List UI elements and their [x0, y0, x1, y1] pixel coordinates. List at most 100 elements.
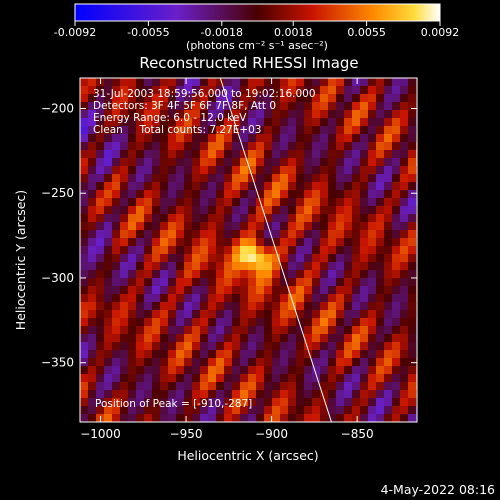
heatmap-cell	[328, 286, 337, 295]
heatmap-cell	[328, 246, 337, 255]
heatmap-cell	[128, 414, 137, 422]
heatmap-cell	[288, 270, 297, 279]
heatmap-cell	[104, 198, 113, 207]
heatmap-cell	[368, 134, 377, 143]
heatmap-cell	[152, 310, 161, 319]
heatmap-cell	[88, 182, 97, 191]
heatmap-cell	[248, 126, 257, 135]
heatmap-cell	[184, 350, 193, 359]
heatmap-cell	[256, 158, 265, 167]
heatmap-cell	[344, 206, 353, 215]
heatmap-cell	[328, 102, 337, 111]
heatmap-cell	[104, 262, 113, 271]
heatmap-cell	[344, 190, 353, 199]
heatmap-cell	[280, 294, 289, 303]
heatmap-cell	[256, 398, 265, 407]
heatmap-cell	[296, 310, 305, 319]
heatmap-cell	[80, 326, 89, 335]
heatmap-cell	[96, 390, 105, 399]
heatmap-cell	[256, 342, 265, 351]
heatmap-cell	[176, 166, 185, 175]
heatmap-cell	[344, 94, 353, 103]
heatmap-cell	[384, 406, 393, 415]
heatmap-cell	[152, 350, 161, 359]
heatmap-cell	[368, 366, 377, 375]
heatmap-cell	[80, 94, 89, 103]
heatmap-cell	[376, 398, 385, 407]
heatmap-cell	[128, 142, 137, 151]
heatmap-cell	[240, 294, 249, 303]
heatmap-cell	[184, 118, 193, 127]
heatmap-cell	[120, 134, 129, 143]
heatmap-cell	[80, 350, 89, 359]
heatmap-cell	[88, 326, 97, 335]
heatmap-cell	[216, 334, 225, 343]
heatmap-cell	[240, 190, 249, 199]
heatmap-cell	[128, 302, 137, 311]
heatmap-cell	[152, 158, 161, 167]
heatmap-cell	[144, 134, 153, 143]
heatmap-cell	[240, 150, 249, 159]
heatmap-cell	[336, 318, 345, 327]
heatmap-cell	[152, 222, 161, 231]
heatmap-cell	[120, 94, 129, 103]
heatmap-cell	[288, 166, 297, 175]
chart-title: Reconstructed RHESSI Image	[139, 54, 358, 72]
heatmap-cell	[328, 78, 337, 87]
heatmap-cell	[304, 342, 313, 351]
heatmap-cell	[152, 206, 161, 215]
heatmap-cell	[296, 270, 305, 279]
heatmap-cell	[168, 366, 177, 375]
heatmap-cell	[320, 222, 329, 231]
heatmap-cell	[392, 270, 401, 279]
heatmap-cell	[320, 350, 329, 359]
heatmap-cell	[144, 294, 153, 303]
heatmap-cell	[104, 182, 113, 191]
heatmap-cell	[264, 86, 273, 95]
heatmap-cell	[120, 150, 129, 159]
heatmap-cell	[272, 382, 281, 391]
heatmap-cell	[96, 182, 105, 191]
heatmap-cell	[272, 166, 281, 175]
heatmap-cell	[200, 118, 209, 127]
heatmap-cell	[304, 78, 313, 87]
heatmap-cell	[160, 390, 169, 399]
heatmap-cell	[352, 238, 361, 247]
heatmap-cell	[176, 254, 185, 263]
heatmap	[80, 78, 417, 422]
heatmap-cell	[400, 358, 409, 367]
heatmap-cell	[408, 302, 417, 311]
heatmap-cell	[184, 142, 193, 151]
heatmap-cell	[264, 230, 273, 239]
heatmap-cell	[392, 150, 401, 159]
heatmap-cell	[80, 190, 89, 199]
heatmap-cell	[344, 230, 353, 239]
heatmap-cell	[248, 246, 257, 255]
heatmap-cell	[256, 382, 265, 391]
heatmap-cell	[312, 126, 321, 135]
heatmap-cell	[400, 278, 409, 287]
heatmap-cell	[296, 414, 305, 422]
heatmap-cell	[360, 414, 369, 422]
heatmap-cell	[80, 398, 89, 407]
footer-date: 4-May-2022 08:16	[381, 482, 495, 497]
heatmap-cell	[304, 334, 313, 343]
heatmap-cell	[288, 390, 297, 399]
heatmap-cell	[96, 310, 105, 319]
heatmap-cell	[376, 278, 385, 287]
heatmap-cell	[160, 158, 169, 167]
heatmap-cell	[256, 222, 265, 231]
heatmap-cell	[232, 222, 241, 231]
heatmap-cell	[216, 238, 225, 247]
heatmap-cell	[312, 166, 321, 175]
heatmap-cell	[144, 150, 153, 159]
heatmap-cell	[224, 222, 233, 231]
heatmap-cell	[224, 198, 233, 207]
heatmap-cell	[336, 86, 345, 95]
heatmap-cell	[400, 174, 409, 183]
heatmap-cell	[88, 126, 97, 135]
heatmap-cell	[384, 246, 393, 255]
heatmap-cell	[168, 134, 177, 143]
heatmap-cell	[312, 318, 321, 327]
heatmap-cell	[272, 254, 281, 263]
